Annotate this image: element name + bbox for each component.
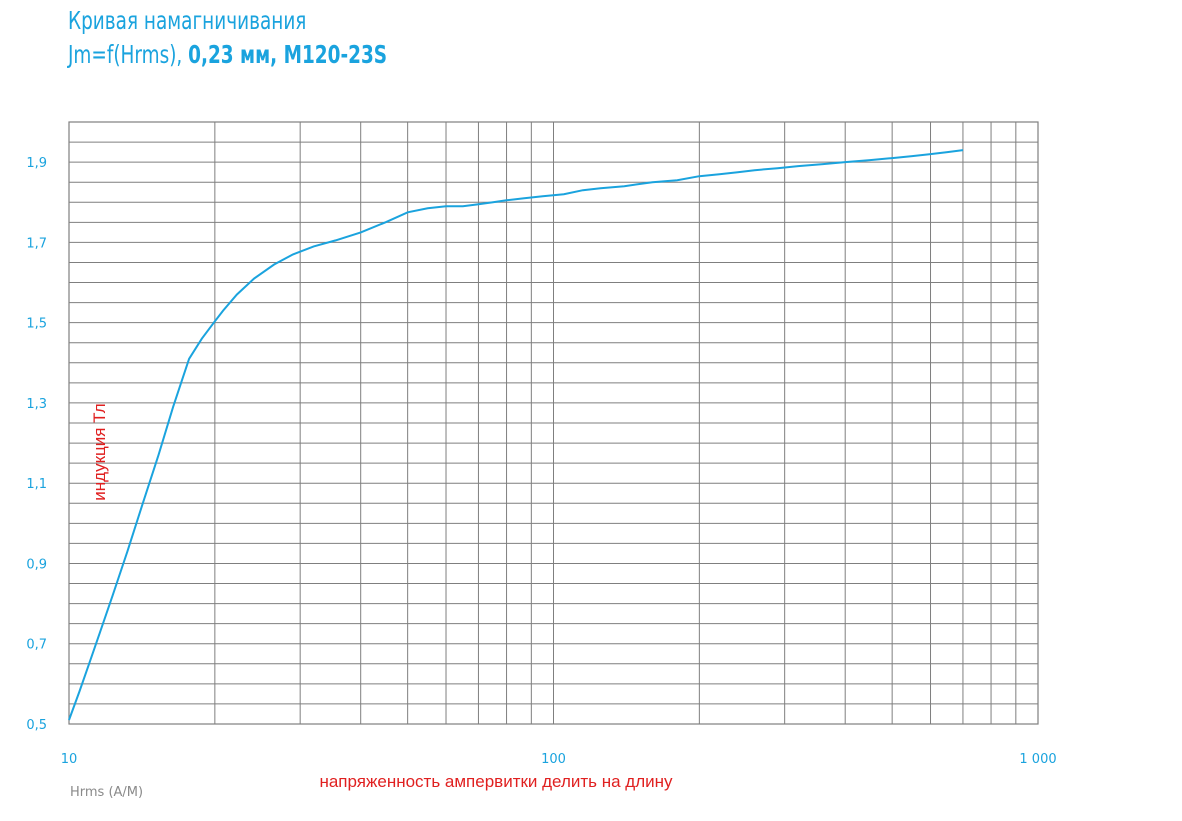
chart-title-line2: Jm=f(Hrms), 0,23 мм, М120-23S [68,38,387,72]
x-tick-label: 10 [61,752,78,767]
y-tick-label: 1,1 [26,477,47,492]
plot-frame [68,121,1039,725]
grid [69,122,1038,724]
y-tick-label: 1,3 [26,397,47,412]
y-tick-label: 1,7 [26,236,47,251]
y-tick-label: 1,9 [26,156,47,171]
y-tick-label: 0,9 [26,557,47,572]
chart-title-prefix: Jm=f(Hrms), [68,40,189,69]
chart-title-line1: Кривая намагничивания [68,6,307,35]
x-ticks: 10 100 1 000 [61,752,1057,767]
y-axis-label: индукция Тл [90,403,109,500]
x-axis-label: напряженность ампервитки делить на длину [319,772,673,791]
chart-title: Кривая намагничивания Jm=f(Hrms), 0,23 м… [68,4,457,72]
y-tick-label: 0,7 [26,638,47,653]
y-ticks: 0,5 0,7 0,9 1,1 1,3 1,5 1,7 1,9 [26,156,47,733]
y-tick-label: 0,5 [26,718,47,733]
x-tick-label: 100 [541,752,566,767]
magnetization-curve [68,149,964,721]
x-unit-label: Hrms (A/M) [70,785,143,800]
x-tick-label: 1 000 [1019,752,1056,767]
chart-title-bold: 0,23 мм, М120-23S [188,40,388,69]
y-tick-label: 1,5 [26,317,47,332]
